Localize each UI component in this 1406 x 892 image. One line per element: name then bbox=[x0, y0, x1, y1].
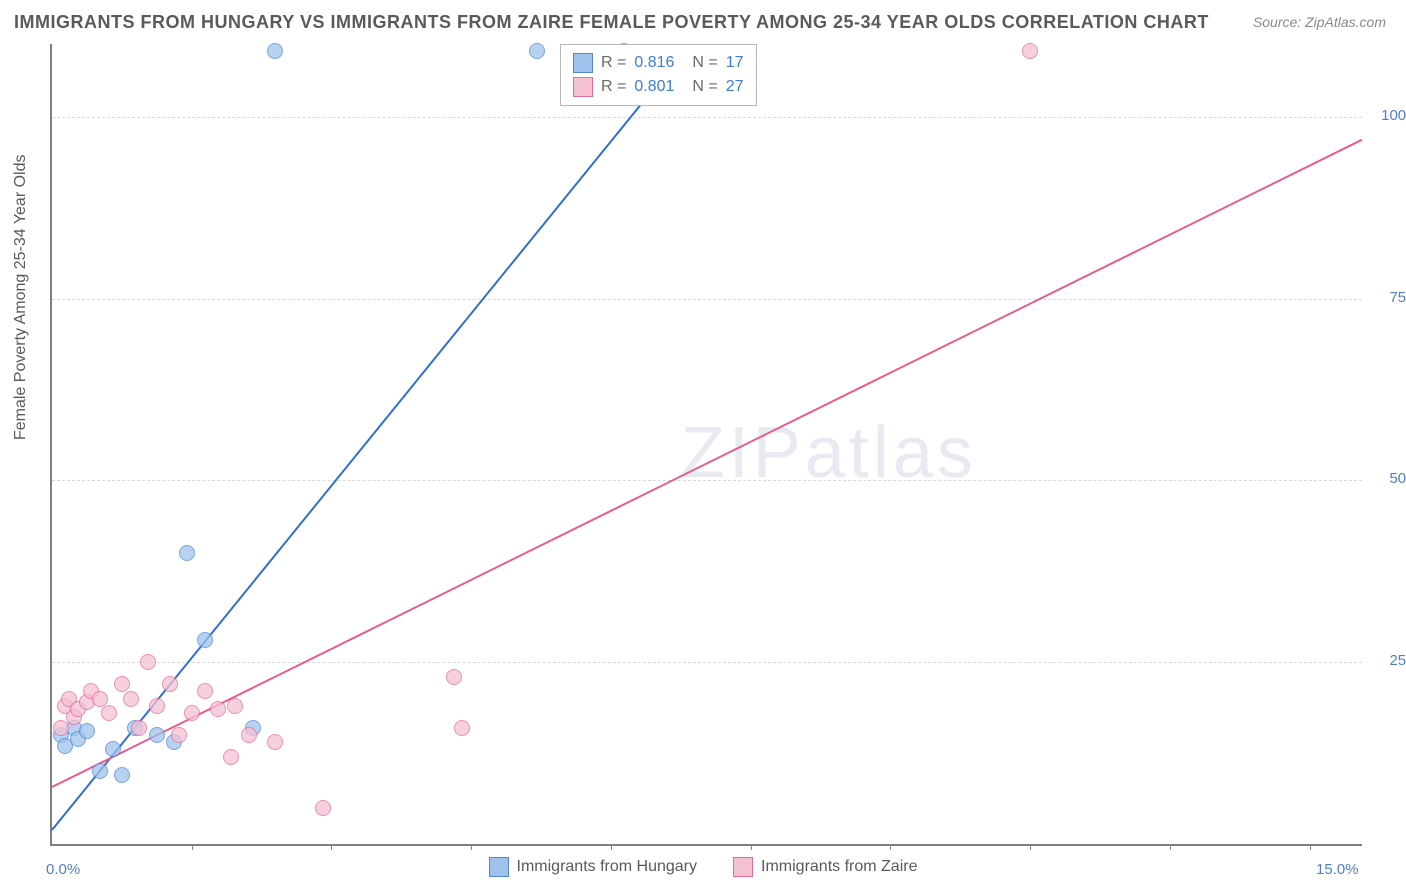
x-tick-mark bbox=[192, 844, 193, 850]
gridline-h bbox=[52, 480, 1362, 481]
data-point-zaire bbox=[210, 701, 226, 717]
legend-stats-box: R = 0.816 N = 17 R = 0.801 N = 27 bbox=[560, 44, 757, 106]
data-point-hungary bbox=[197, 632, 213, 648]
data-point-zaire bbox=[241, 727, 257, 743]
legend-swatch-hungary bbox=[489, 857, 509, 877]
data-point-zaire bbox=[53, 720, 69, 736]
data-point-hungary bbox=[114, 767, 130, 783]
data-point-zaire bbox=[101, 705, 117, 721]
data-point-zaire bbox=[267, 734, 283, 750]
legend-bottom: Immigrants from Hungary Immigrants from Z… bbox=[0, 857, 1406, 882]
gridline-h bbox=[52, 299, 1362, 300]
data-point-hungary bbox=[79, 723, 95, 739]
r-label: R = bbox=[601, 51, 626, 75]
legend-swatch-zaire bbox=[573, 77, 593, 97]
n-value: 27 bbox=[726, 75, 744, 99]
data-point-zaire bbox=[171, 727, 187, 743]
gridline-h bbox=[52, 662, 1362, 663]
data-point-zaire bbox=[114, 676, 130, 692]
data-point-zaire bbox=[1022, 43, 1038, 59]
gridline-h bbox=[52, 117, 1362, 118]
x-tick-mark bbox=[1170, 844, 1171, 850]
data-point-zaire bbox=[223, 749, 239, 765]
legend-stats-row-hungary: R = 0.816 N = 17 bbox=[573, 51, 744, 75]
y-tick-label: 100.0% bbox=[1372, 107, 1406, 124]
data-point-zaire bbox=[446, 669, 462, 685]
r-value: 0.816 bbox=[634, 51, 674, 75]
legend-swatch-hungary bbox=[573, 53, 593, 73]
n-label: N = bbox=[692, 51, 717, 75]
legend-swatch-zaire bbox=[733, 857, 753, 877]
y-axis-label: Female Poverty Among 25-34 Year Olds bbox=[12, 155, 30, 441]
data-point-zaire bbox=[162, 676, 178, 692]
data-point-zaire bbox=[140, 654, 156, 670]
source-credit: Source: ZipAtlas.com bbox=[1253, 14, 1386, 30]
r-label: R = bbox=[601, 75, 626, 99]
data-point-zaire bbox=[315, 800, 331, 816]
legend-stats-row-zaire: R = 0.801 N = 27 bbox=[573, 75, 744, 99]
regression-line-zaire bbox=[52, 139, 1363, 788]
regression-line-hungary bbox=[51, 44, 690, 831]
data-point-zaire bbox=[123, 691, 139, 707]
data-point-zaire bbox=[184, 705, 200, 721]
source-label: Source: bbox=[1253, 14, 1305, 30]
chart-root: IMMIGRANTS FROM HUNGARY VS IMMIGRANTS FR… bbox=[0, 0, 1406, 892]
r-value: 0.801 bbox=[634, 75, 674, 99]
x-tick-mark bbox=[1310, 844, 1311, 850]
data-point-zaire bbox=[149, 698, 165, 714]
data-point-zaire bbox=[454, 720, 470, 736]
data-point-hungary bbox=[529, 43, 545, 59]
data-point-hungary bbox=[149, 727, 165, 743]
x-tick-mark bbox=[611, 844, 612, 850]
x-tick-mark bbox=[1030, 844, 1031, 850]
legend-item-hungary: Immigrants from Hungary bbox=[489, 857, 698, 877]
data-point-zaire bbox=[92, 691, 108, 707]
x-tick-mark bbox=[331, 844, 332, 850]
legend-item-zaire: Immigrants from Zaire bbox=[733, 857, 917, 877]
legend-label: Immigrants from Hungary bbox=[517, 858, 698, 876]
n-label: N = bbox=[692, 75, 717, 99]
y-tick-label: 25.0% bbox=[1372, 652, 1406, 669]
legend-label: Immigrants from Zaire bbox=[761, 858, 917, 876]
y-tick-label: 50.0% bbox=[1372, 470, 1406, 487]
x-tick-mark bbox=[471, 844, 472, 850]
data-point-hungary bbox=[267, 43, 283, 59]
data-point-hungary bbox=[92, 763, 108, 779]
data-point-zaire bbox=[197, 683, 213, 699]
data-point-hungary bbox=[179, 545, 195, 561]
data-point-zaire bbox=[227, 698, 243, 714]
data-point-zaire bbox=[131, 720, 147, 736]
chart-title: IMMIGRANTS FROM HUNGARY VS IMMIGRANTS FR… bbox=[14, 12, 1209, 33]
x-tick-mark bbox=[751, 844, 752, 850]
n-value: 17 bbox=[726, 51, 744, 75]
plot-area: ZIPatlas 25.0%50.0%75.0%100.0%0.0%15.0% bbox=[50, 44, 1362, 846]
y-tick-label: 75.0% bbox=[1372, 289, 1406, 306]
x-tick-mark bbox=[890, 844, 891, 850]
source-name: ZipAtlas.com bbox=[1305, 14, 1386, 30]
